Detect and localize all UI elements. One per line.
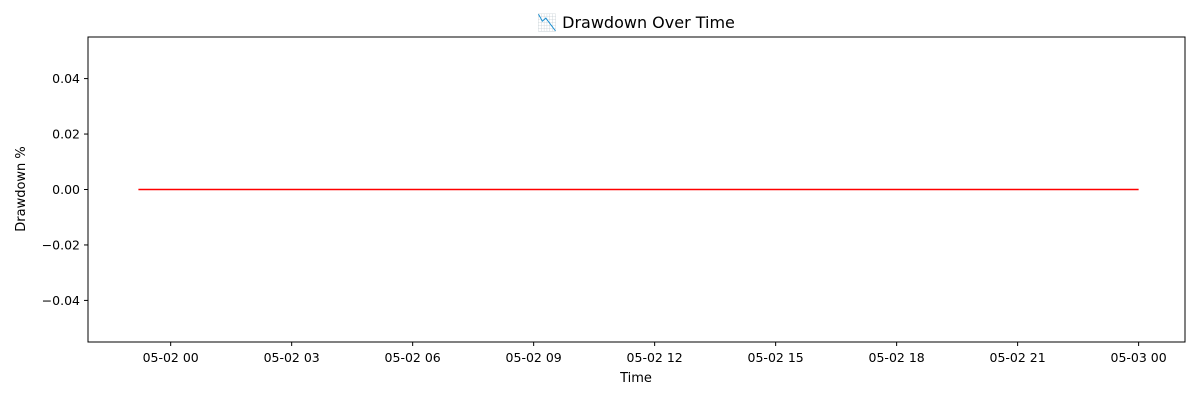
y-tick-label: 0.04 — [52, 71, 80, 86]
y-axis-label: Drawdown % — [14, 146, 29, 232]
y-tick-label: −0.02 — [42, 237, 80, 252]
x-tick-label: 05-02 00 — [143, 350, 199, 365]
x-tick-label: 05-02 03 — [264, 350, 320, 365]
x-tick-label: 05-02 18 — [869, 350, 925, 365]
x-tick-label: 05-02 21 — [990, 350, 1046, 365]
x-tick-label: 05-02 06 — [385, 350, 441, 365]
y-tick-label: 0.00 — [52, 182, 80, 197]
x-tick-label: 05-02 15 — [748, 350, 804, 365]
x-tick-label: 05-02 09 — [506, 350, 562, 365]
x-axis-label: Time — [619, 371, 652, 386]
chart-title: 📉 Drawdown Over Time — [537, 13, 735, 32]
y-axis: 0.04 0.02 0.00 −0.02 −0.04 — [42, 71, 88, 308]
x-tick-label: 05-03 00 — [1111, 350, 1167, 365]
x-tick-label: 05-02 12 — [627, 350, 683, 365]
y-tick-label: −0.04 — [42, 293, 80, 308]
x-axis: 05-02 00 05-02 03 05-02 06 05-02 09 05-02 12… — [143, 342, 1167, 365]
y-tick-label: 0.02 — [52, 127, 80, 142]
